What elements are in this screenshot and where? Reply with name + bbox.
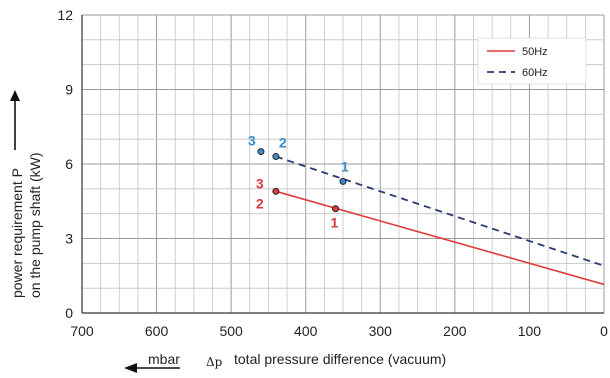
x-axis-unit: mbar xyxy=(148,351,180,367)
series-line-60hz xyxy=(275,155,605,267)
y-axis-title-line1: power requirement P xyxy=(9,168,25,298)
y-tick-label: 12 xyxy=(57,7,73,23)
point-label-60hz-1: 1 xyxy=(341,158,349,174)
x-tick-label: 200 xyxy=(443,323,467,339)
y-tick-label: 6 xyxy=(65,156,73,172)
series-line-50hz xyxy=(275,190,605,286)
point-label-60hz-2: 2 xyxy=(279,135,287,151)
x-tick-label: 600 xyxy=(145,323,169,339)
x-tick-label: 300 xyxy=(369,323,393,339)
data-point-50hz-2 xyxy=(272,187,280,195)
x-axis-title: mbar Δp total pressure difference (vacuu… xyxy=(124,351,446,373)
data-markers: 1 2 3 1 2 3 xyxy=(248,133,349,231)
y-axis-title-line2: on the pump shaft (kW) xyxy=(27,152,43,298)
x-tick-label: 100 xyxy=(518,323,542,339)
legend-label-50hz: 50Hz xyxy=(522,46,548,58)
y-tick-label: 0 xyxy=(65,305,73,321)
legend-label-60hz: 60Hz xyxy=(522,67,548,79)
series-lines xyxy=(275,155,605,286)
y-axis-arrow-icon xyxy=(10,90,20,101)
data-point-60hz-1 xyxy=(339,177,347,185)
point-label-50hz-1: 1 xyxy=(331,215,339,231)
y-tick-label: 9 xyxy=(65,82,73,98)
point-label-50hz-3: 3 xyxy=(256,175,264,191)
y-tick-label: 3 xyxy=(65,231,73,247)
data-point-60hz-3 xyxy=(257,148,265,156)
x-axis-title-text: total pressure difference (vacuum) xyxy=(234,351,446,367)
legend-box xyxy=(477,37,587,85)
legend: 50Hz 60Hz xyxy=(477,37,587,85)
x-axis-arrow-icon xyxy=(124,363,137,373)
data-point-50hz-1 xyxy=(332,205,340,213)
x-axis-symbol: Δp xyxy=(206,355,223,369)
y-axis-title: power requirement P on the pump shaft (k… xyxy=(9,90,43,298)
point-label-60hz-3: 3 xyxy=(248,133,256,149)
x-tick-label: 0 xyxy=(600,323,608,339)
point-label-50hz-2: 2 xyxy=(256,195,264,211)
x-tick-label: 700 xyxy=(70,323,94,339)
data-point-60hz-2 xyxy=(272,153,280,161)
x-tick-label: 400 xyxy=(294,323,318,339)
x-tick-label: 500 xyxy=(219,323,243,339)
